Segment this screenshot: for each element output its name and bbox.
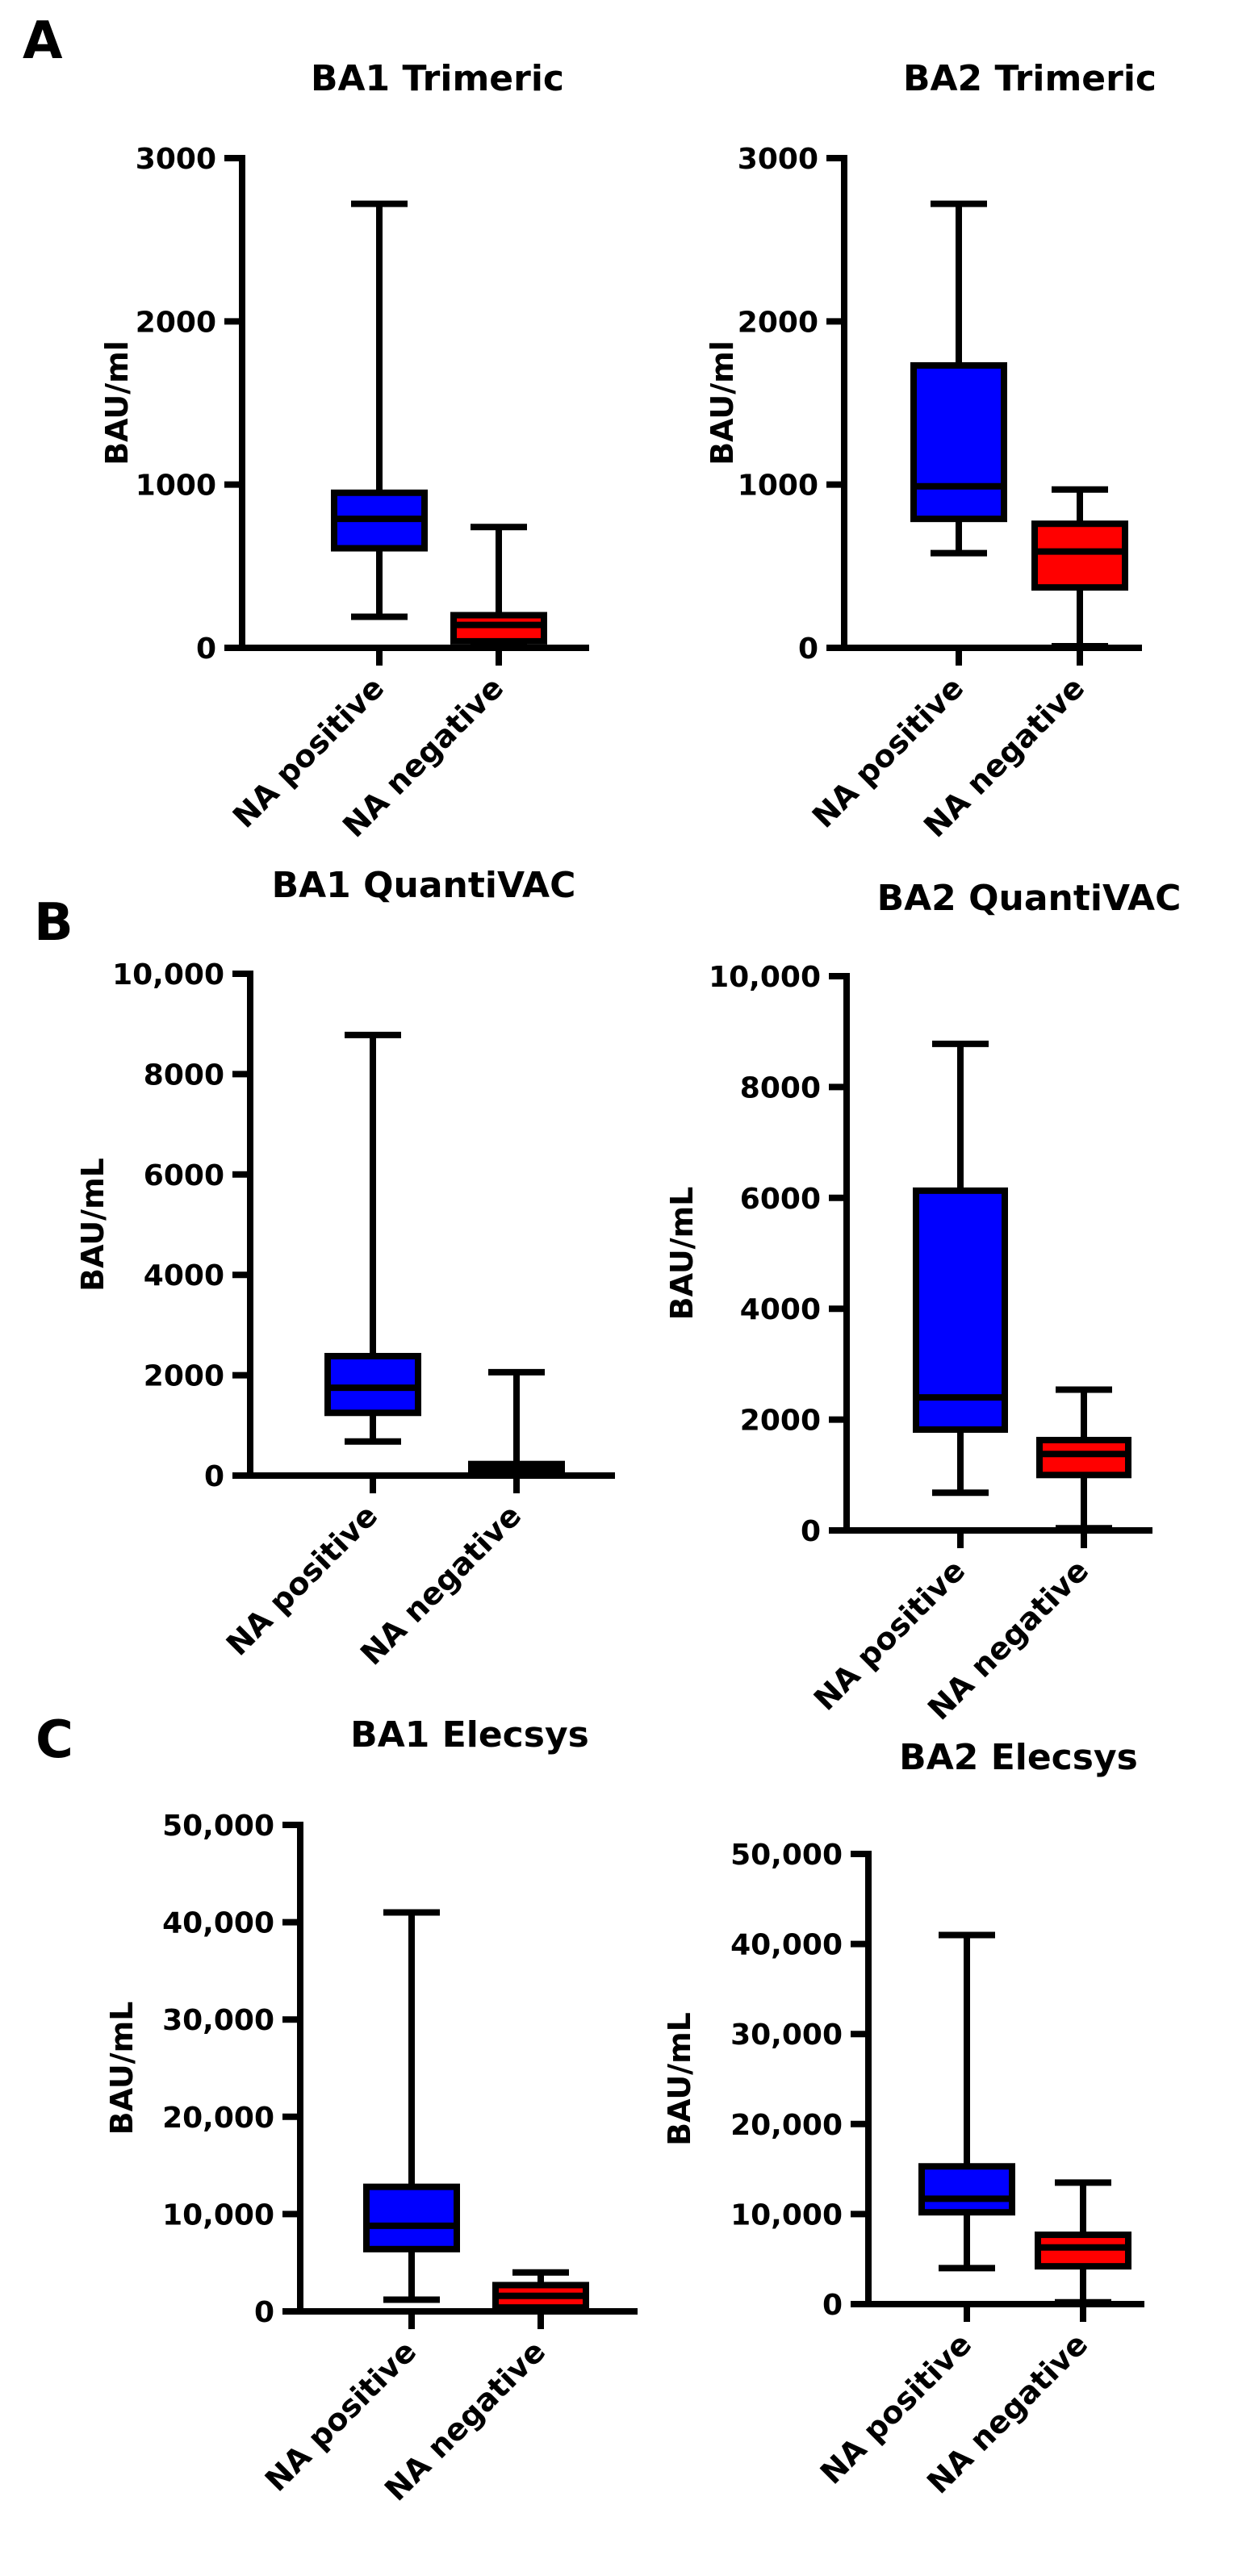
box-na-positive xyxy=(363,1909,460,2303)
y-tick-label: 10,000 xyxy=(112,958,224,992)
box-na-negative xyxy=(450,524,547,648)
chart-title: BA1 QuantiVAC xyxy=(272,865,576,906)
y-tick-label: 2000 xyxy=(740,1405,821,1438)
box-na-positive xyxy=(324,1031,421,1445)
y-tick-label: 50,000 xyxy=(730,1839,843,1872)
y-tick-label: 2000 xyxy=(738,306,818,339)
y-tick-label: 50,000 xyxy=(162,1810,274,1843)
y-tick-label: 0 xyxy=(196,633,216,666)
box-na-negative xyxy=(492,2269,589,2314)
y-tick-label: 10,000 xyxy=(730,2198,843,2232)
y-tick-label: 0 xyxy=(822,2289,843,2322)
box-na-negative xyxy=(468,1368,565,1478)
iqr-box xyxy=(450,612,547,645)
iqr-box xyxy=(910,361,1007,523)
iqr-box xyxy=(324,1352,421,1417)
panel-letter-b: B xyxy=(34,893,73,953)
y-tick-label: 0 xyxy=(254,2296,274,2329)
box-na-negative xyxy=(1031,486,1128,649)
y-axis-label: BAU/ml xyxy=(705,340,740,466)
box-na-positive xyxy=(331,200,428,620)
y-tick-label: 2000 xyxy=(144,1360,224,1393)
chart-3: BA1 QuantiVAC BAU/mL 0 2000 4000 6000 8000 10,0… xyxy=(75,865,615,1672)
y-tick-label: 3000 xyxy=(738,143,818,176)
y-axis-label: BAU/ml xyxy=(99,340,135,466)
iqr-box xyxy=(1031,520,1128,591)
y-tick-label: 40,000 xyxy=(730,1929,843,1962)
box-na-positive xyxy=(918,1931,1015,2272)
chart-title: BA1 Trimeric xyxy=(311,58,564,99)
y-tick-label: 0 xyxy=(801,1515,821,1548)
y-tick-label: 4000 xyxy=(144,1259,224,1292)
iqr-box xyxy=(913,1187,1008,1433)
box-na-positive xyxy=(910,200,1007,557)
chart-title: BA2 Elecsys xyxy=(899,1737,1138,1778)
y-tick-label: 30,000 xyxy=(730,2019,843,2052)
y-tick-label: 1000 xyxy=(136,470,216,503)
y-tick-label: 8000 xyxy=(740,1071,821,1104)
chart-title: BA1 Elecsys xyxy=(350,1714,589,1756)
chart-title: BA2 Trimeric xyxy=(903,58,1157,99)
y-tick-label: 20,000 xyxy=(162,2102,274,2135)
y-tick-label: 8000 xyxy=(144,1058,224,1092)
chart-6: BA2 Elecsys BAU/mL 0 10,000 20,000 30,000 40,0… xyxy=(662,1737,1144,2501)
box-na-negative xyxy=(1036,1386,1131,1532)
iqr-box xyxy=(918,2163,1015,2216)
panel-letter-c: C xyxy=(36,1710,73,1770)
chart-title: BA2 QuantiVAC xyxy=(877,878,1182,919)
y-tick-label: 0 xyxy=(204,1460,224,1493)
y-tick-label: 1000 xyxy=(738,470,818,503)
y-tick-label: 30,000 xyxy=(162,2004,274,2037)
chart-4: BA2 QuantiVAC BAU/mL 0 2000 4000 6000 8000 10,0… xyxy=(664,878,1181,1727)
y-tick-label: 2000 xyxy=(136,306,216,339)
y-tick-label: 40,000 xyxy=(162,1907,274,1940)
panel-letter-a: A xyxy=(23,11,63,71)
y-tick-label: 6000 xyxy=(144,1159,224,1192)
chart-5: BA1 Elecsys BAU/mL 0 10,000 20,000 30,000 40,0… xyxy=(104,1714,638,2508)
y-tick-label: 4000 xyxy=(740,1293,821,1326)
y-tick-label: 10,000 xyxy=(709,961,821,994)
y-tick-label: 6000 xyxy=(740,1183,821,1216)
y-tick-label: 10,000 xyxy=(162,2198,274,2232)
y-tick-label: 20,000 xyxy=(730,2109,843,2142)
iqr-box xyxy=(1036,1437,1131,1479)
y-axis-label: BAU/mL xyxy=(662,2012,697,2146)
box-na-negative xyxy=(1035,2179,1131,2306)
x-category-label: NA positive xyxy=(220,1497,384,1662)
y-axis-label: BAU/mL xyxy=(75,1158,111,1292)
y-tick-label: 0 xyxy=(798,633,818,666)
y-tick-label: 3000 xyxy=(136,143,216,176)
y-axis-label: BAU/mL xyxy=(104,2002,140,2136)
box-na-positive xyxy=(913,1040,1008,1497)
y-axis-label: BAU/mL xyxy=(664,1187,700,1321)
iqr-box xyxy=(363,2183,460,2252)
